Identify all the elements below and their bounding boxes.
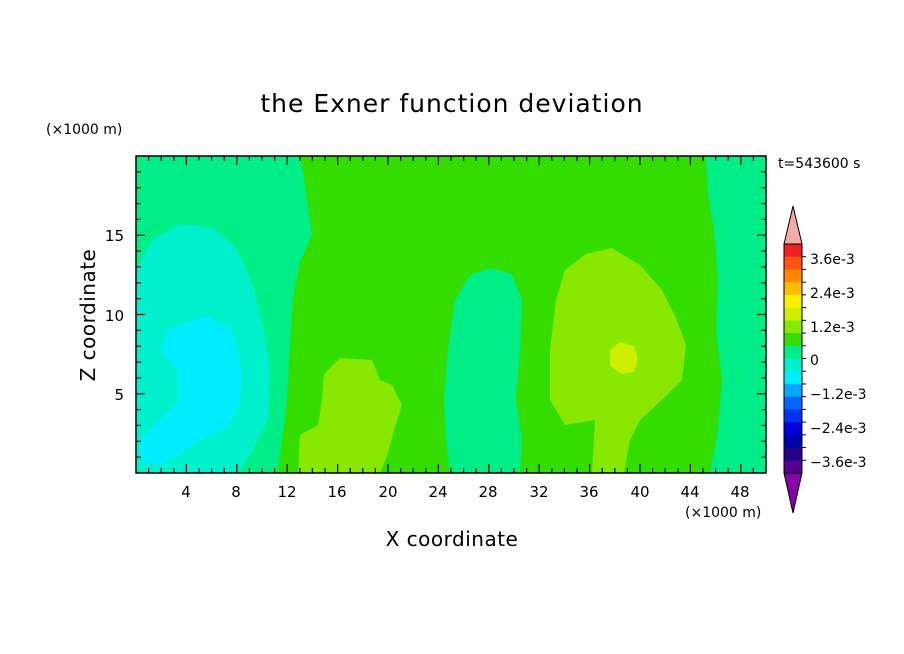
colorbar-label: −3.6e-3 [810, 455, 867, 471]
y-tick-label: 15 [105, 227, 124, 245]
x-tick-label: 24 [428, 483, 447, 501]
x-tick-label: 32 [529, 483, 548, 501]
colorbar-over-arrow [783, 205, 803, 245]
contour-region-bubble-28 [444, 268, 522, 473]
x-tick-label: 40 [630, 483, 649, 501]
x-tick-label: 12 [277, 483, 296, 501]
colorbar-under-arrow [783, 472, 803, 514]
x-tick-label: 8 [231, 483, 241, 501]
colorbar: 3.6e-3 2.4e-3 1.2e-3 0 −1.2e-3 −2.4e-3 −… [783, 205, 867, 514]
colorbar-band [784, 409, 802, 423]
colorbar-band [784, 396, 802, 410]
x-axis-label: X coordinate [386, 527, 519, 551]
colorbar-band [784, 345, 802, 359]
colorbar-band [784, 244, 802, 258]
colorbar-band [784, 256, 802, 270]
colorbar-band [784, 294, 802, 308]
y-tick-label: 5 [114, 386, 124, 404]
colorbar-label: 1.2e-3 [810, 320, 855, 336]
x-unit-label: (×1000 m) [685, 505, 761, 521]
colorbar-band [784, 269, 802, 283]
x-tick-label: 20 [378, 483, 397, 501]
colorbar-label: −2.4e-3 [810, 421, 867, 437]
colorbar-label: −1.2e-3 [810, 387, 867, 403]
colorbar-band [784, 434, 802, 448]
x-tick-label: 28 [478, 483, 497, 501]
contour-region-right [706, 156, 766, 473]
colorbar-band [784, 383, 802, 397]
colorbar-band [784, 447, 802, 461]
contour-region-left-core [140, 316, 242, 465]
y-axis-label: Z coordinate [76, 249, 100, 382]
colorbar-band [784, 371, 802, 385]
colorbar-label: 3.6e-3 [810, 252, 855, 268]
x-ticks [148, 156, 755, 473]
colorbar-label: 0 [810, 353, 819, 369]
contour-region-positive-core-38 [610, 342, 638, 374]
x-tick-label: 44 [680, 483, 699, 501]
colorbar-band [784, 358, 802, 372]
x-tick-labels: 4 8 12 16 20 24 28 32 36 40 44 48 [181, 483, 749, 501]
colorbar-band [784, 282, 802, 296]
y-tick-label: 10 [105, 307, 124, 325]
contour-region-positive-16 [298, 358, 402, 473]
x-tick-label: 36 [579, 483, 598, 501]
colorbar-bands [784, 244, 802, 474]
colorbar-label: 2.4e-3 [810, 286, 855, 302]
x-tick-label: 48 [730, 483, 749, 501]
time-label: t=543600 s [778, 156, 860, 172]
colorbar-band [784, 460, 802, 474]
y-ticks [136, 171, 766, 458]
y-tick-labels: 5 10 15 [105, 227, 124, 404]
colorbar-band [784, 333, 802, 347]
colorbar-band [784, 422, 802, 436]
colorbar-ticks [802, 256, 806, 461]
colorbar-band [784, 307, 802, 321]
x-tick-label: 4 [181, 483, 191, 501]
x-tick-label: 16 [327, 483, 346, 501]
chart-title: the Exner function deviation [260, 89, 643, 118]
colorbar-band [784, 320, 802, 334]
plot-area [135, 155, 767, 474]
y-unit-label: (×1000 m) [46, 122, 122, 138]
